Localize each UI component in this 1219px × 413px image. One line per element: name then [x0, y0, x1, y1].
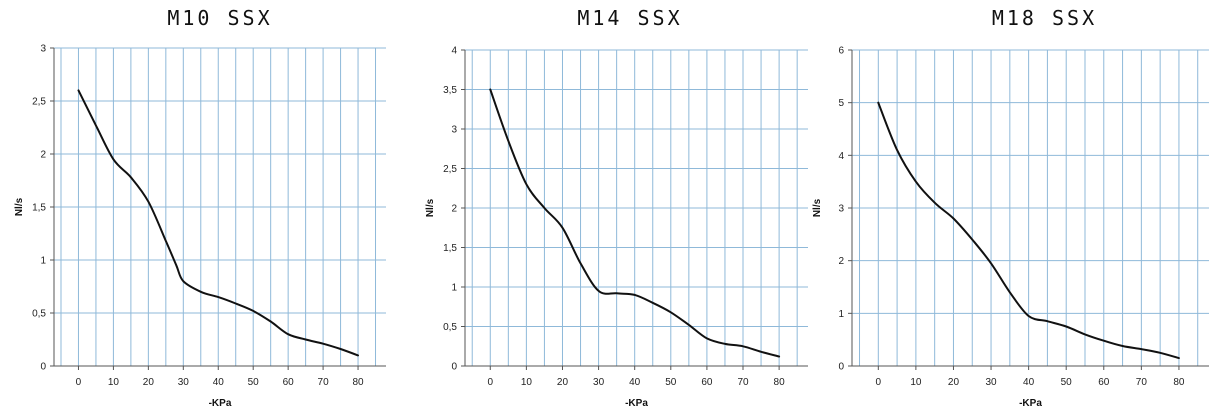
y-tick-label: 4 [838, 151, 844, 162]
x-tick-label: 10 [108, 377, 120, 388]
y-tick-label: 2,5 [443, 164, 457, 175]
series-line [489, 88, 781, 358]
y-tick-label: 1 [451, 283, 457, 294]
x-tick-label: 40 [213, 377, 225, 388]
y-tick-label: 3,5 [443, 85, 457, 96]
x-tick-label: 20 [557, 377, 569, 388]
y-axis-label: Nl/s [425, 198, 436, 217]
y-tick-label: 0,5 [443, 322, 457, 333]
x-tick-label: 40 [629, 377, 641, 388]
y-axis-label: Nl/s [14, 197, 25, 216]
x-tick-label: 30 [178, 377, 190, 388]
x-tick-label: 10 [521, 377, 533, 388]
x-tick-label: 30 [593, 377, 605, 388]
x-tick-label: 70 [1136, 377, 1148, 388]
x-tick-label: 0 [76, 377, 82, 388]
x-tick-label: 80 [1173, 377, 1185, 388]
y-tick-label: 1,5 [32, 203, 46, 214]
x-axis-label: -KPa [1019, 398, 1042, 409]
y-tick-label: 1,5 [443, 243, 457, 254]
y-tick-label: 0,5 [32, 309, 46, 320]
x-tick-label: 50 [665, 377, 677, 388]
x-tick-label: 80 [774, 377, 786, 388]
chart-title: M10 SSX [167, 6, 273, 30]
y-tick-label: 2 [40, 150, 46, 161]
y-tick-label: 3 [451, 125, 457, 136]
y-tick-label: 1 [838, 309, 844, 320]
chart-panel-m18: M18 SSX 0 1 2 3 4 5 6 0 10 20 30 40 50 60 70 80 -KPa Nl/s [812, 0, 1219, 413]
x-tick-label: 70 [737, 377, 749, 388]
y-tick-label: 0 [40, 362, 46, 373]
x-tick-label: 70 [318, 377, 330, 388]
y-tick-label: 2 [838, 256, 844, 267]
series-line [877, 101, 1180, 360]
y-tick-label: 2,5 [32, 97, 46, 108]
y-tick-label: 1 [40, 256, 46, 267]
x-axis-label: -KPa [209, 398, 232, 409]
y-tick-label: 3 [838, 204, 844, 215]
x-tick-label: 60 [1098, 377, 1110, 388]
x-tick-label: 20 [948, 377, 960, 388]
x-axis-label: -KPa [625, 398, 648, 409]
x-tick-label: 50 [1061, 377, 1073, 388]
y-tick-label: 2 [451, 204, 457, 215]
y-tick-label: 5 [838, 98, 844, 109]
y-tick-label: 0 [838, 362, 844, 373]
y-tick-label: 4 [451, 46, 457, 57]
chart-panel-m10: M10 SSX 0 0,5 1 1,5 2 2,5 3 0 10 20 30 40 50 60 70 80 -K… [0, 0, 400, 413]
series-line [77, 89, 359, 357]
x-tick-label: 0 [487, 377, 493, 388]
y-tick-label: 3 [40, 44, 46, 55]
chart-svg: 00,511,522,533,540 10 20 30 40 50 60 70 80-KPaNl… [425, 46, 808, 409]
chart-panel-m14: M14 SSX 0 0,5 1 1,5 2 2,5 3 3,5 4 0 10 20 30 40 50 60 70… [410, 0, 820, 413]
y-tick-label: 0 [451, 362, 457, 373]
chart-title: M18 SSX [991, 6, 1098, 30]
x-tick-label: 60 [701, 377, 713, 388]
x-tick-label: 60 [283, 377, 295, 388]
y-axis-label: Nl/s [812, 198, 823, 217]
x-tick-label: 50 [248, 377, 260, 388]
x-tick-label: 30 [985, 377, 997, 388]
x-tick-label: 20 [143, 377, 155, 388]
x-tick-label: 10 [910, 377, 922, 388]
chart-title: M14 SSX [577, 6, 683, 30]
x-tick-label: 40 [1023, 377, 1035, 388]
y-tick-label: 6 [838, 46, 844, 57]
x-tick-label: 0 [876, 377, 882, 388]
x-tick-label: 80 [352, 377, 364, 388]
